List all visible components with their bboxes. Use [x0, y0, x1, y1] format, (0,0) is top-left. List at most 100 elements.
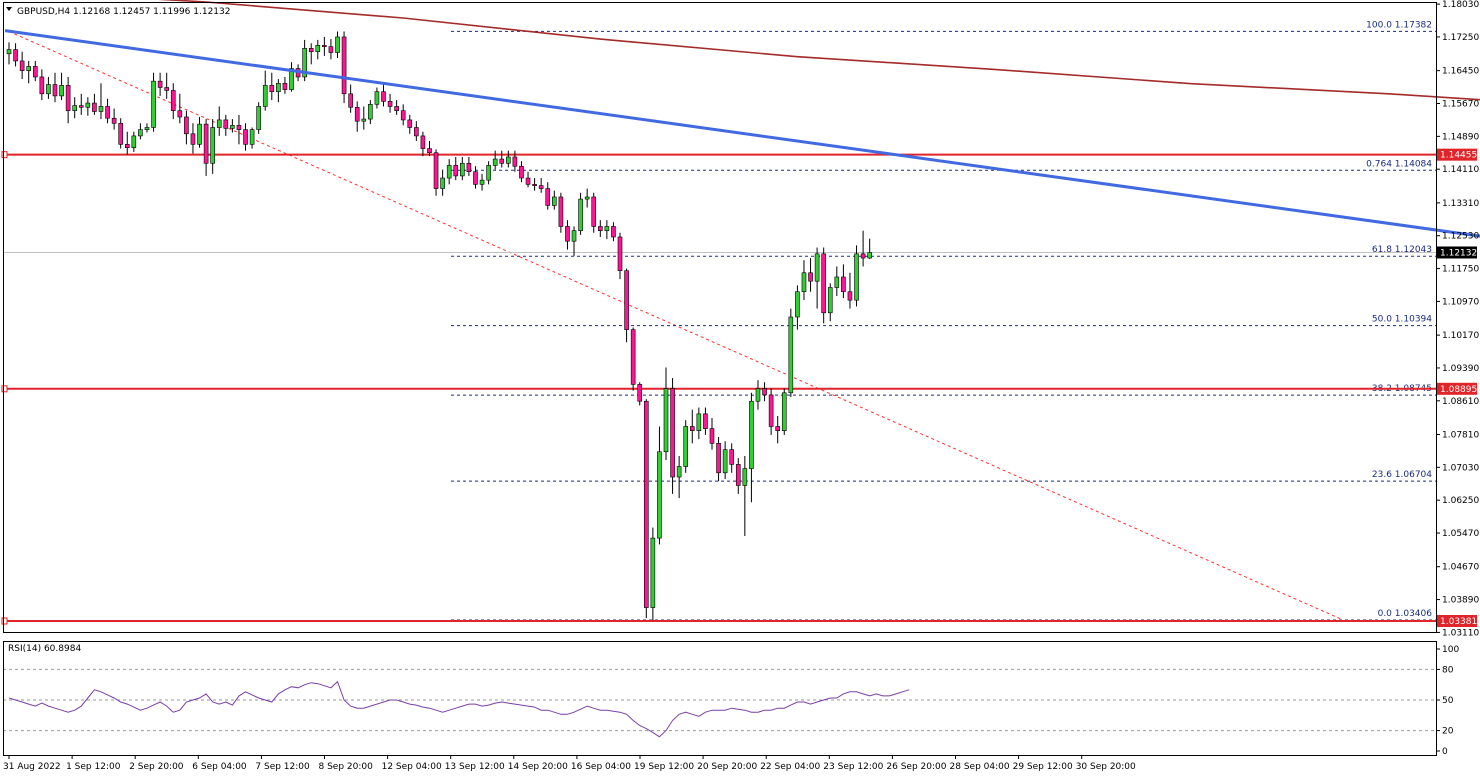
candle-body: [59, 85, 64, 97]
y-tick-label: 1.14890: [1442, 132, 1479, 142]
candle-body: [184, 116, 189, 135]
candle-body: [768, 394, 774, 427]
candle-body: [499, 158, 505, 164]
candle-body: [663, 388, 669, 453]
rsi-y-tick-label: 100: [1442, 645, 1459, 655]
rsi-pane-frame: [3, 641, 1437, 756]
x-tick-label: 6 Sep 04:00: [192, 762, 247, 772]
horizontal-level-tag-label: 1.03381: [1440, 617, 1477, 627]
candle-body: [348, 93, 353, 108]
candle-body: [696, 413, 702, 432]
y-tick-label: 1.18030: [1442, 0, 1479, 10]
candle-body: [374, 91, 380, 105]
candle-body: [433, 152, 439, 189]
y-tick-label: 1.10170: [1442, 331, 1479, 341]
candle-body: [78, 105, 84, 108]
fib-level-label: 61.8 1.12043: [1372, 245, 1432, 255]
candle-body: [72, 105, 77, 111]
x-tick-label: 16 Sep 04:00: [571, 762, 631, 772]
candle-body: [473, 171, 478, 185]
x-tick-label: 22 Sep 04:00: [760, 762, 820, 772]
fib-level-label: 100.0 1.17382: [1366, 20, 1432, 30]
y-tick-label: 1.06250: [1442, 496, 1479, 506]
candle-body: [32, 66, 38, 78]
candle-body: [328, 46, 334, 53]
x-tick-label: 2 Sep 20:00: [129, 762, 184, 772]
candle-body: [716, 443, 721, 474]
candle-body: [578, 198, 583, 231]
candle-body: [92, 102, 97, 112]
candle-body: [486, 165, 491, 181]
horizontal-level-anchor: [1, 385, 8, 393]
candle-body: [519, 165, 524, 179]
candle-body: [703, 413, 708, 429]
rsi-y-tick-label: 50: [1442, 696, 1454, 706]
rsi-y-tick-label: 0: [1442, 747, 1448, 757]
candle-body: [381, 91, 386, 102]
candle-body: [243, 129, 248, 145]
candle-body: [650, 537, 656, 608]
candle-body: [742, 468, 748, 486]
candle-body: [249, 129, 255, 145]
y-tick-label: 1.17250: [1442, 33, 1479, 43]
candle-body: [354, 106, 360, 122]
candle-body: [335, 36, 340, 53]
candle-body: [604, 226, 610, 231]
candle-body: [6, 49, 12, 55]
candle-body: [190, 133, 196, 145]
candle-body: [847, 291, 853, 301]
x-tick-label: 1 Sep 12:00: [66, 762, 121, 772]
x-tick-label: 7 Sep 12:00: [255, 762, 310, 772]
candle-body: [814, 253, 820, 282]
candle-body: [118, 122, 123, 145]
candle-body: [617, 236, 623, 271]
main-pane-frame: [3, 2, 1437, 633]
y-tick-label: 1.04670: [1442, 563, 1479, 573]
fib-level-label: 0.0 1.03406: [1378, 609, 1433, 619]
y-tick-label: 1.12530: [1442, 232, 1479, 242]
candle-body: [157, 80, 163, 88]
candle-body: [427, 148, 432, 154]
candle-body: [749, 400, 754, 469]
candle-body: [302, 48, 307, 78]
candle-body: [676, 466, 682, 478]
rsi-y-tick-label: 20: [1442, 727, 1454, 737]
candle-body: [414, 127, 419, 137]
candle-body: [341, 36, 347, 95]
rsi-line: [8, 680, 910, 738]
y-tick-label: 1.11750: [1442, 265, 1479, 275]
x-tick-label: 19 Sep 12:00: [634, 762, 694, 772]
y-tick-label: 1.03110: [1442, 628, 1479, 638]
candle-body: [98, 106, 104, 112]
candle-body: [624, 270, 629, 330]
candle-body: [197, 123, 202, 145]
x-tick-label: 28 Sep 04:00: [950, 762, 1010, 772]
candle-body: [506, 156, 511, 164]
candle-body: [151, 80, 156, 128]
candle-body: [124, 144, 130, 149]
horizontal-level-tag-label: 1.08895: [1440, 385, 1477, 395]
horizontal-level-anchor: [1, 151, 8, 159]
candle-body: [322, 45, 327, 47]
candle-body: [729, 449, 735, 465]
symbol-header: GBPUSD,H4 1.12168 1.12457 1.11996 1.1213…: [17, 7, 230, 17]
y-tick-label: 1.10970: [1442, 297, 1479, 307]
candle-body: [400, 110, 406, 121]
candle-body: [236, 125, 242, 130]
horizontal-level-tag: [1437, 615, 1477, 628]
y-tick-label: 1.07810: [1442, 430, 1479, 440]
y-tick-label: 1.09390: [1442, 364, 1479, 374]
candle-body: [85, 102, 91, 108]
candle-body: [565, 226, 570, 242]
x-tick-label: 23 Sep 12:00: [823, 762, 883, 772]
candle-body: [131, 135, 137, 149]
dropdown-triangle-icon: [6, 7, 12, 11]
candle-body: [65, 85, 71, 111]
candle-body: [834, 276, 840, 288]
candle-body: [689, 426, 695, 432]
horizontal-level-tag: [1437, 382, 1477, 395]
candle-body: [315, 45, 321, 52]
candle-body: [584, 196, 590, 200]
rsi-y-tick-label: 80: [1442, 665, 1454, 675]
